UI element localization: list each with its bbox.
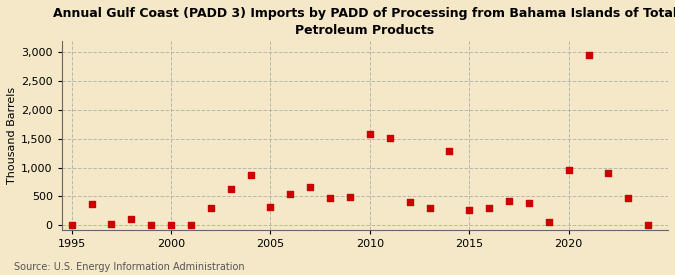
Point — [265, 205, 276, 209]
Point — [126, 217, 137, 222]
Y-axis label: Thousand Barrels: Thousand Barrels — [7, 87, 17, 184]
Point — [245, 173, 256, 177]
Point — [603, 171, 614, 175]
Point — [484, 206, 495, 211]
Point — [424, 206, 435, 211]
Point — [146, 222, 157, 227]
Point — [384, 135, 395, 140]
Point — [524, 200, 535, 205]
Point — [205, 206, 216, 211]
Point — [643, 223, 653, 227]
Point — [305, 184, 316, 189]
Point — [583, 53, 594, 57]
Text: Source: U.S. Energy Information Administration: Source: U.S. Energy Information Administ… — [14, 262, 244, 272]
Point — [86, 202, 97, 207]
Point — [623, 196, 634, 200]
Point — [66, 223, 77, 227]
Point — [464, 208, 475, 212]
Point — [165, 223, 176, 227]
Point — [285, 192, 296, 196]
Point — [563, 168, 574, 172]
Point — [225, 187, 236, 192]
Point — [325, 196, 335, 200]
Point — [345, 195, 356, 199]
Point — [364, 132, 375, 136]
Point — [504, 199, 514, 203]
Title: Annual Gulf Coast (PADD 3) Imports by PADD of Processing from Bahama Islands of : Annual Gulf Coast (PADD 3) Imports by PA… — [53, 7, 675, 37]
Point — [186, 222, 196, 227]
Point — [106, 222, 117, 226]
Point — [444, 149, 455, 153]
Point — [404, 200, 415, 204]
Point — [543, 220, 554, 224]
